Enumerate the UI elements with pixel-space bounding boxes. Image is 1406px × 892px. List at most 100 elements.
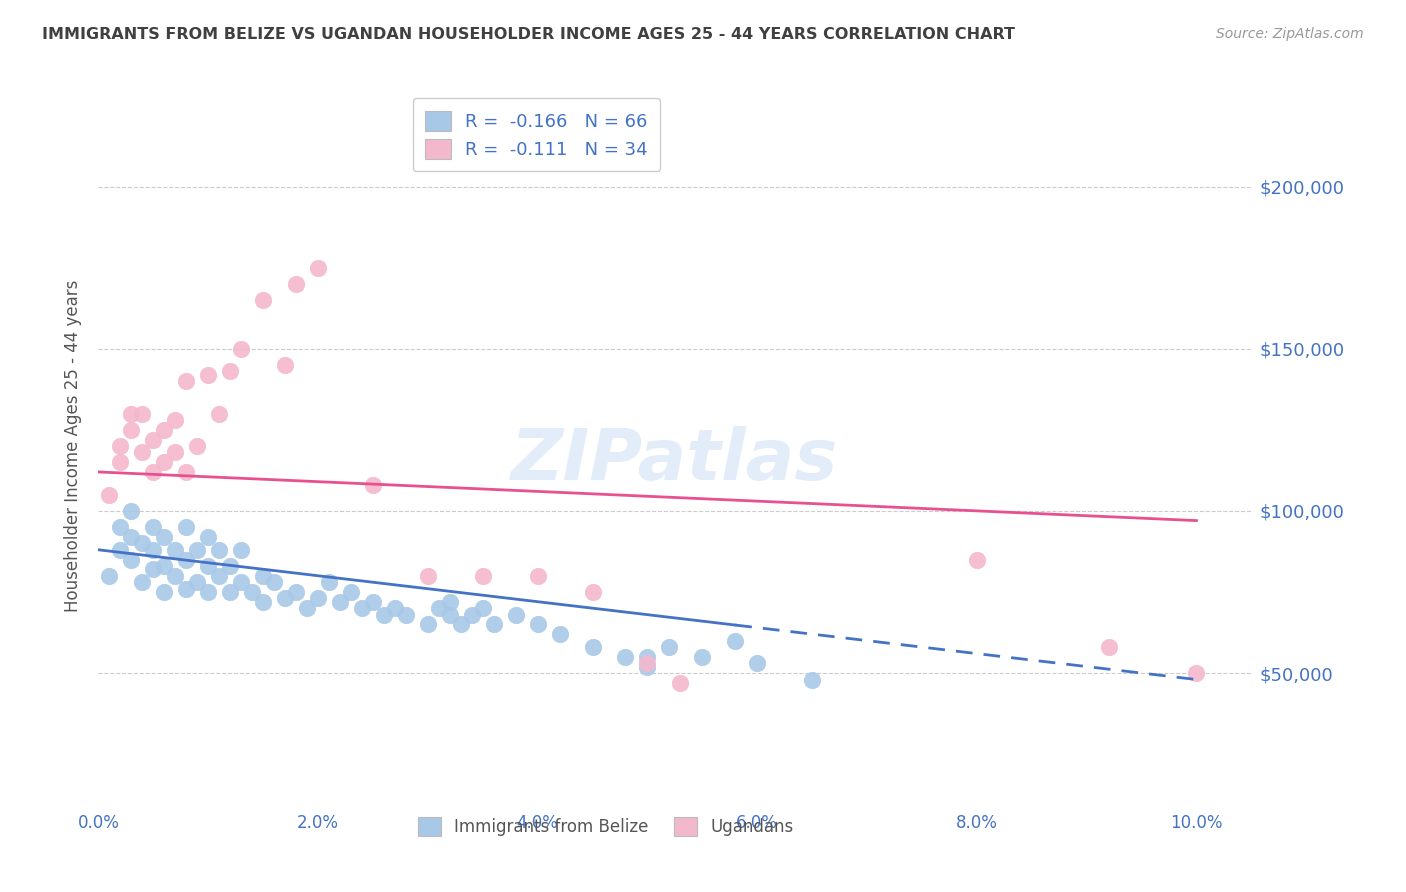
- Point: [142, 465, 165, 479]
- Point: [110, 439, 132, 453]
- Point: [439, 607, 461, 622]
- Point: [669, 675, 692, 690]
- Point: [165, 568, 187, 582]
- Point: [274, 358, 297, 372]
- Point: [361, 478, 384, 492]
- Point: [219, 585, 242, 599]
- Point: [724, 633, 747, 648]
- Point: [636, 649, 658, 664]
- Point: [131, 407, 153, 421]
- Point: [307, 591, 329, 606]
- Point: [219, 559, 242, 574]
- Point: [482, 617, 505, 632]
- Point: [274, 591, 297, 606]
- Point: [461, 607, 484, 622]
- Point: [153, 585, 176, 599]
- Point: [658, 640, 681, 654]
- Point: [636, 657, 658, 671]
- Point: [208, 542, 231, 557]
- Point: [747, 657, 769, 671]
- Point: [153, 423, 176, 437]
- Point: [142, 433, 165, 447]
- Point: [471, 601, 494, 615]
- Point: [526, 568, 548, 582]
- Point: [692, 649, 714, 664]
- Point: [174, 520, 197, 534]
- Point: [526, 617, 548, 632]
- Point: [110, 455, 132, 469]
- Point: [801, 673, 824, 687]
- Point: [966, 552, 988, 566]
- Point: [110, 520, 132, 534]
- Point: [120, 423, 142, 437]
- Point: [219, 364, 242, 378]
- Point: [636, 659, 658, 673]
- Point: [373, 607, 395, 622]
- Point: [416, 568, 439, 582]
- Point: [1185, 666, 1208, 681]
- Point: [231, 342, 253, 356]
- Point: [252, 568, 274, 582]
- Point: [614, 649, 637, 664]
- Point: [197, 559, 219, 574]
- Point: [153, 530, 176, 544]
- Point: [142, 562, 165, 576]
- Point: [98, 488, 121, 502]
- Point: [165, 542, 187, 557]
- Point: [350, 601, 373, 615]
- Point: [153, 455, 176, 469]
- Legend: Immigrants from Belize, Ugandans: Immigrants from Belize, Ugandans: [409, 809, 801, 845]
- Point: [505, 607, 527, 622]
- Point: [548, 627, 571, 641]
- Point: [131, 445, 153, 459]
- Point: [329, 595, 352, 609]
- Point: [110, 542, 132, 557]
- Point: [208, 568, 231, 582]
- Point: [318, 575, 340, 590]
- Point: [427, 601, 450, 615]
- Point: [186, 575, 208, 590]
- Point: [197, 530, 219, 544]
- Text: Source: ZipAtlas.com: Source: ZipAtlas.com: [1216, 27, 1364, 41]
- Text: ZIPatlas: ZIPatlas: [512, 425, 838, 495]
- Point: [263, 575, 285, 590]
- Point: [471, 568, 494, 582]
- Point: [395, 607, 418, 622]
- Point: [197, 368, 219, 382]
- Point: [361, 595, 384, 609]
- Point: [120, 504, 142, 518]
- Point: [231, 575, 253, 590]
- Point: [295, 601, 318, 615]
- Point: [165, 445, 187, 459]
- Point: [153, 559, 176, 574]
- Point: [439, 595, 461, 609]
- Point: [142, 520, 165, 534]
- Point: [340, 585, 363, 599]
- Point: [285, 585, 308, 599]
- Point: [1097, 640, 1119, 654]
- Point: [120, 407, 142, 421]
- Point: [240, 585, 263, 599]
- Point: [174, 552, 197, 566]
- Point: [197, 585, 219, 599]
- Point: [165, 413, 187, 427]
- Text: IMMIGRANTS FROM BELIZE VS UGANDAN HOUSEHOLDER INCOME AGES 25 - 44 YEARS CORRELAT: IMMIGRANTS FROM BELIZE VS UGANDAN HOUSEH…: [42, 27, 1015, 42]
- Point: [120, 530, 142, 544]
- Point: [186, 542, 208, 557]
- Point: [384, 601, 406, 615]
- Point: [285, 277, 308, 291]
- Point: [120, 552, 142, 566]
- Point: [252, 595, 274, 609]
- Point: [450, 617, 472, 632]
- Point: [581, 585, 603, 599]
- Point: [131, 536, 153, 550]
- Point: [174, 374, 197, 388]
- Point: [208, 407, 231, 421]
- Point: [131, 575, 153, 590]
- Point: [142, 542, 165, 557]
- Point: [98, 568, 121, 582]
- Point: [186, 439, 208, 453]
- Point: [174, 465, 197, 479]
- Y-axis label: Householder Income Ages 25 - 44 years: Householder Income Ages 25 - 44 years: [63, 280, 82, 612]
- Point: [231, 542, 253, 557]
